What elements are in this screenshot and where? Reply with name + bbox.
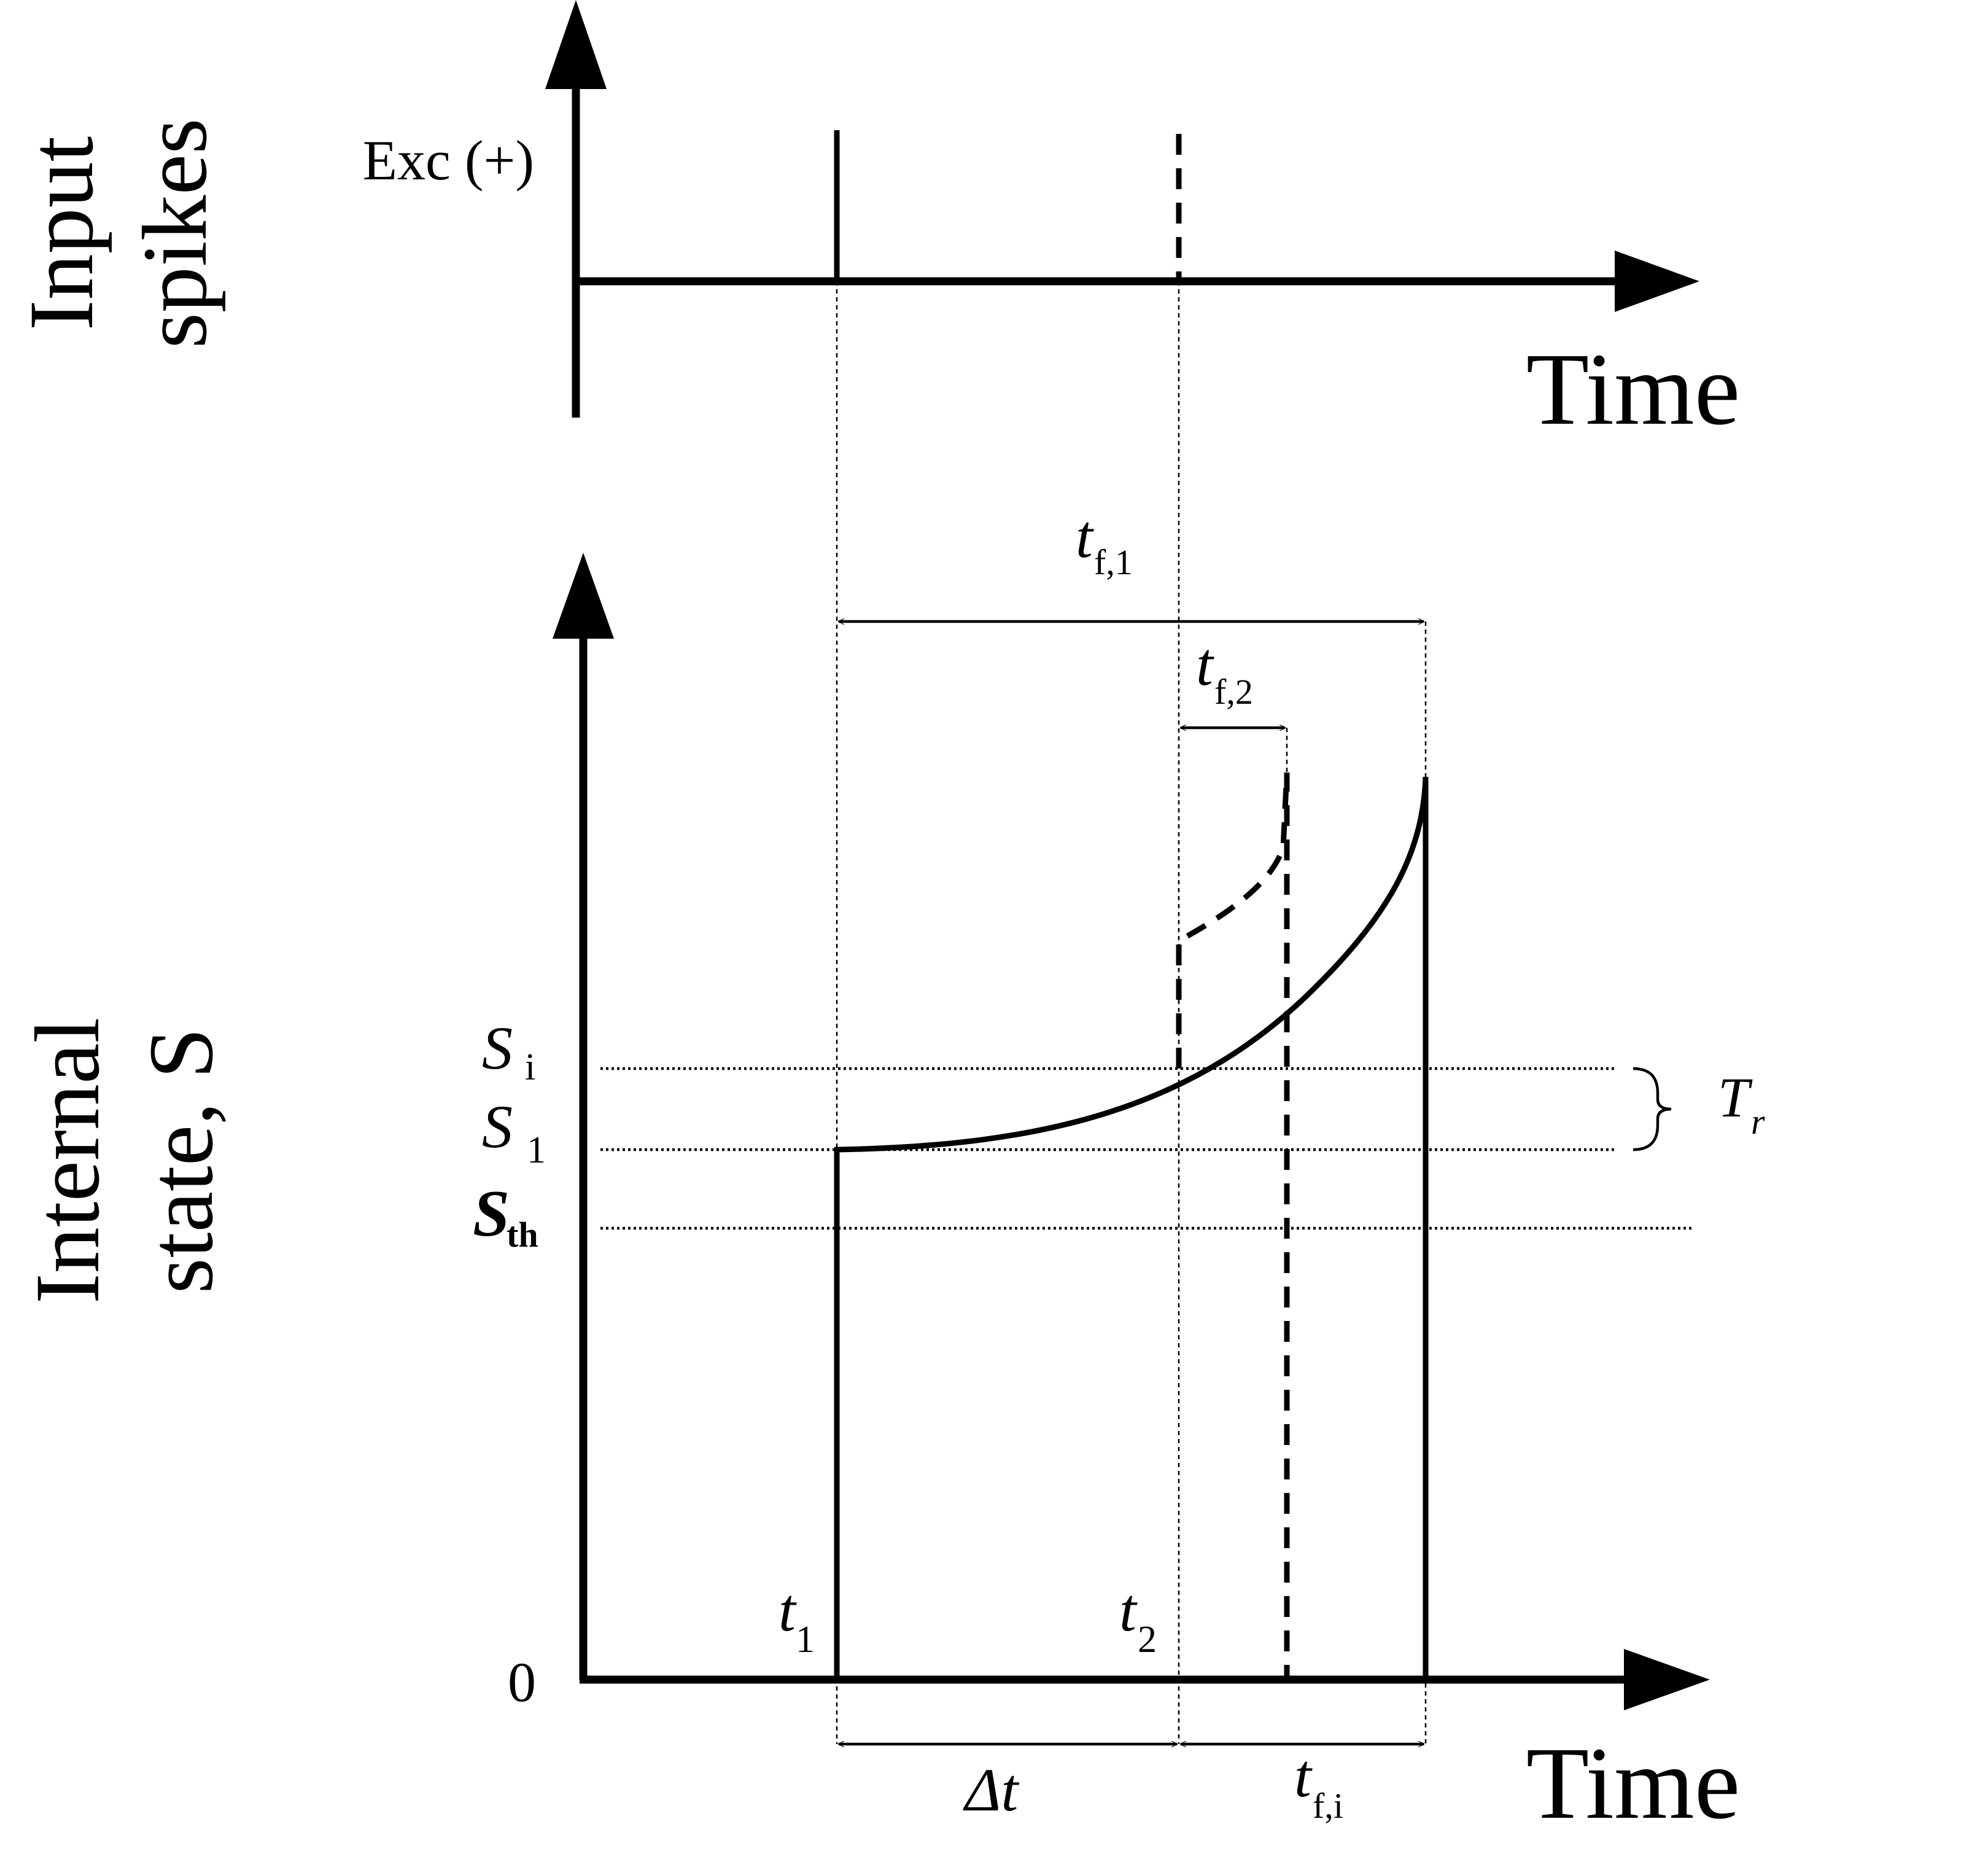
bottom-ylabel-line2: state, S [130,1027,232,1293]
bottom-x-axis-arrowhead [1624,1649,1710,1710]
t-2-label: t [1119,1576,1138,1644]
t-fi-subscript: f,i [1313,1786,1343,1826]
top-ylabel-line2: spikes [124,119,226,349]
exc-label: Exc (+) [363,129,534,192]
t-f2-subscript: f,2 [1214,672,1253,712]
vertical-guides [836,281,1427,1744]
t-f1-subscript: f,1 [1094,542,1133,582]
s-i-subscript: i [525,1046,535,1088]
bottom-y-axis-arrowhead [553,553,614,639]
s-1-subscript: 1 [527,1129,546,1171]
t-f1-label: t [1076,502,1094,571]
t-1-subscript: 1 [796,1619,815,1661]
s-th-label: S [473,1177,510,1250]
t-r-label: T [1718,1066,1753,1129]
bottom-xlabel: Time [1526,1726,1741,1841]
s-1-label: S [482,1093,513,1161]
top-x-axis-arrowhead [1615,251,1699,312]
t-r-brace [1633,1067,1672,1151]
s-th-subscript: th [507,1215,538,1255]
t-fi-label: t [1294,1742,1313,1810]
s-i-label: S [482,1014,513,1082]
top-y-axis-arrowhead [545,0,607,89]
internal-state-trace-dashed [1176,772,1290,1680]
input-spikes-panel: Input spikes Exc (+) Time [10,0,1740,446]
zero-label: 0 [508,1651,536,1713]
t-r-subscript: r [1751,1102,1765,1142]
t-1-label: t [779,1576,797,1644]
bottom-ylabel-line1: Internal [17,1018,118,1304]
t-2-subscript: 2 [1138,1619,1157,1661]
internal-state-trace [834,776,1429,1680]
t-f2-label: t [1196,630,1214,698]
top-ylabel-line1: Input [10,136,112,331]
top-xlabel: Time [1526,332,1741,446]
internal-state-panel: Internal state, S 0 S i S 1 S th T r t [17,502,1765,1841]
delta-t-label: Δt [963,1756,1020,1824]
